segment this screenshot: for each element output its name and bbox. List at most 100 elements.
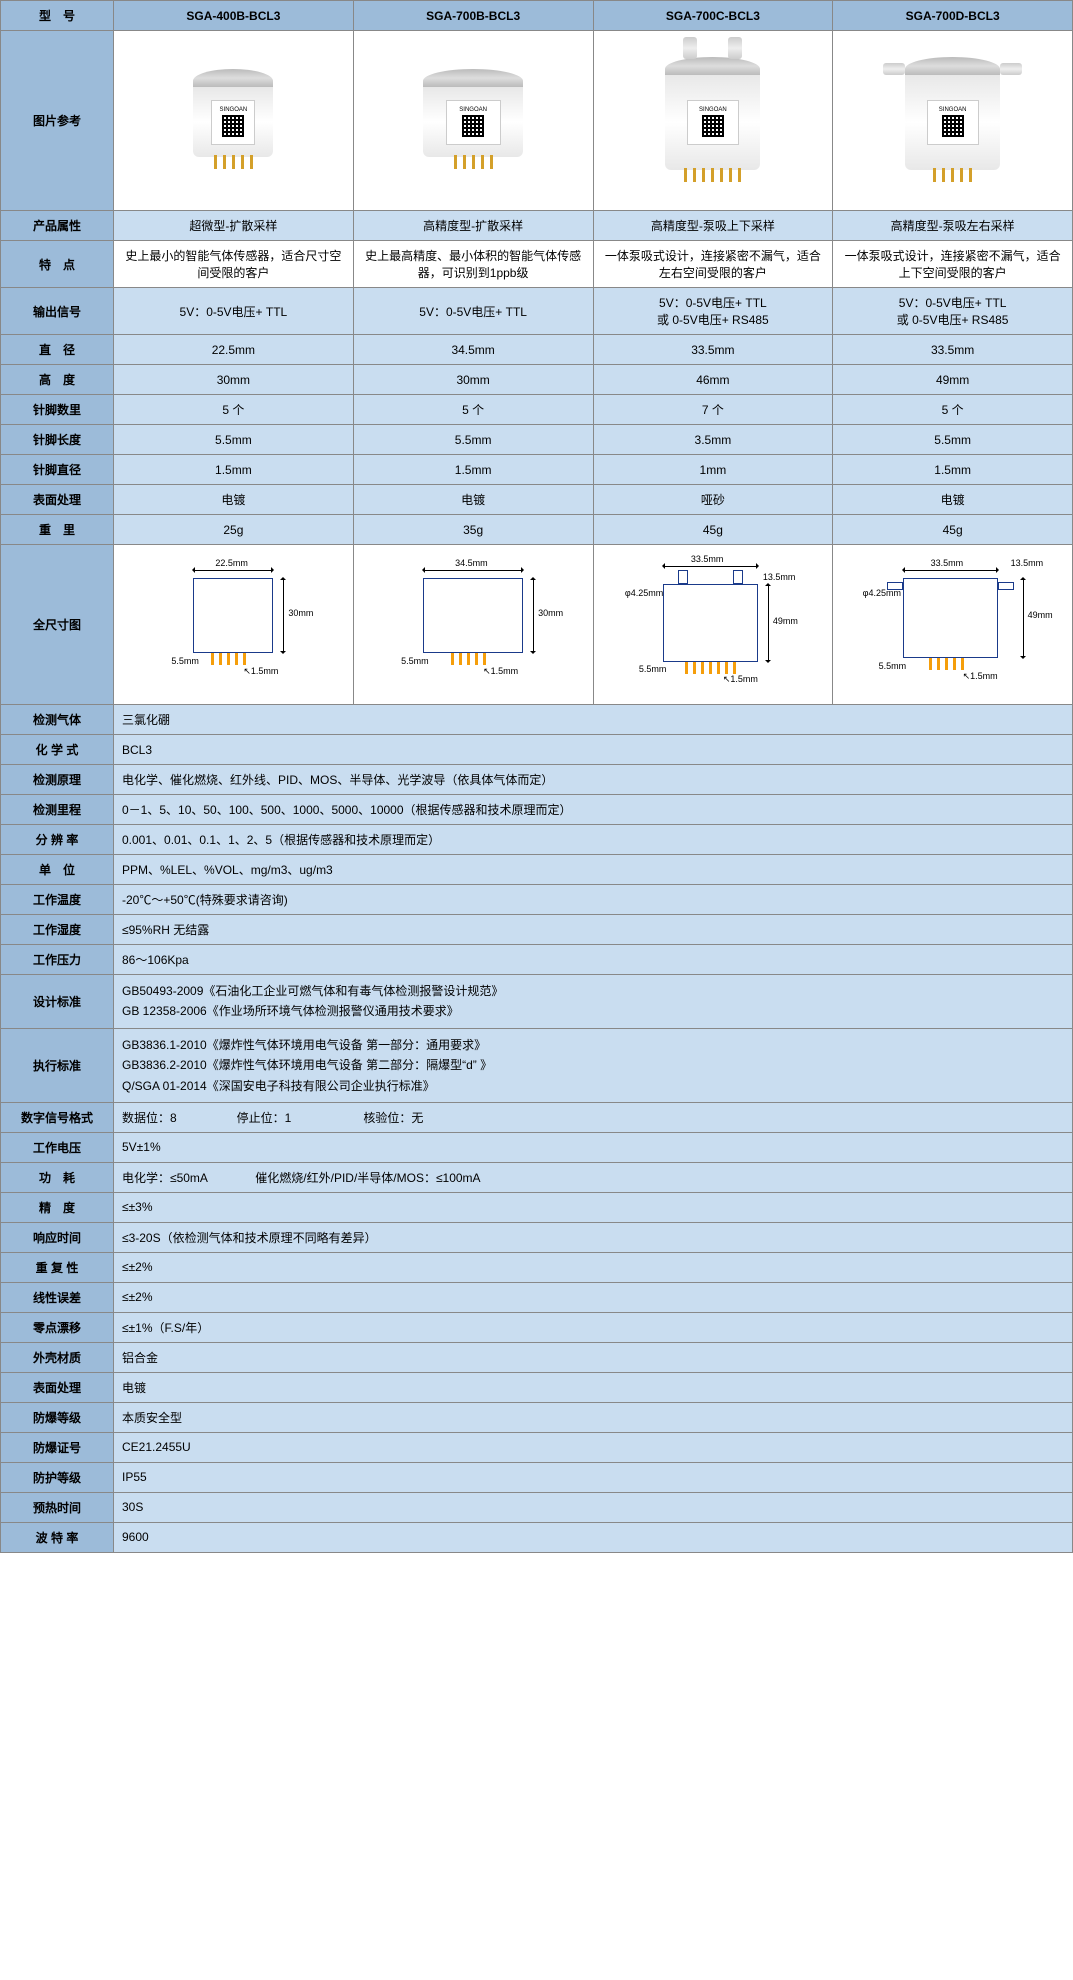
row-label: 高 度 bbox=[1, 365, 114, 395]
cell: 电化学、催化燃烧、红外线、PID、MOS、半导体、光学波导（依具体气体而定） bbox=[114, 765, 1073, 795]
cell: ≤3-20S（依检测气体和技术原理不同略有差异） bbox=[114, 1222, 1073, 1252]
product-image-1: SINGOAN bbox=[353, 31, 593, 211]
cell: 史上最高精度、最小体积的智能气体传感器，可识别到1ppb级 bbox=[353, 241, 593, 288]
cell: 哑砂 bbox=[593, 485, 833, 515]
cell: 5V±1% bbox=[114, 1132, 1073, 1162]
row-label: 表面处理 bbox=[1, 485, 114, 515]
cell: 3.5mm bbox=[593, 425, 833, 455]
cell: 高精度型-泵吸上下采样 bbox=[593, 211, 833, 241]
cell: BCL3 bbox=[114, 735, 1073, 765]
cell: 5 个 bbox=[353, 395, 593, 425]
row-label: 工作湿度 bbox=[1, 915, 114, 945]
cell: 数据位：8 停止位：1 核验位：无 bbox=[114, 1102, 1073, 1132]
row-label: 输出信号 bbox=[1, 288, 114, 335]
row-label: 线性误差 bbox=[1, 1282, 114, 1312]
row-label: 工作压力 bbox=[1, 945, 114, 975]
cell: CE21.2455U bbox=[114, 1432, 1073, 1462]
row-label: 防护等级 bbox=[1, 1462, 114, 1492]
row-label: 工作温度 bbox=[1, 885, 114, 915]
row-label-image: 图片参考 bbox=[1, 31, 114, 211]
cell: ≤±2% bbox=[114, 1282, 1073, 1312]
cell: 49mm bbox=[833, 365, 1073, 395]
row-label-model: 型 号 bbox=[1, 1, 114, 31]
cell: 1.5mm bbox=[114, 455, 354, 485]
cell: 45g bbox=[593, 515, 833, 545]
model-1: SGA-700B-BCL3 bbox=[353, 1, 593, 31]
product-image-3: SINGOAN bbox=[833, 31, 1073, 211]
row-label: 特 点 bbox=[1, 241, 114, 288]
cell: -20℃～+50℃(特殊要求请咨询) bbox=[114, 885, 1073, 915]
row-label: 针脚数里 bbox=[1, 395, 114, 425]
cell: GB50493-2009《石油化工企业可燃气体和有毒气体检测报警设计规范》GB … bbox=[114, 975, 1073, 1029]
cell: 22.5mm bbox=[114, 335, 354, 365]
row-label: 防爆证号 bbox=[1, 1432, 114, 1462]
cell: 超微型-扩散采样 bbox=[114, 211, 354, 241]
cell: 电镀 bbox=[114, 1372, 1073, 1402]
model-0: SGA-400B-BCL3 bbox=[114, 1, 354, 31]
row-label: 预热时间 bbox=[1, 1492, 114, 1522]
row-label: 针脚直径 bbox=[1, 455, 114, 485]
cell: GB3836.1-2010《爆炸性气体环境用电气设备 第一部分：通用要求》GB3… bbox=[114, 1028, 1073, 1102]
cell: ≤±3% bbox=[114, 1192, 1073, 1222]
row-label: 分 辨 率 bbox=[1, 825, 114, 855]
cell: 电镀 bbox=[114, 485, 354, 515]
cell: 35g bbox=[353, 515, 593, 545]
cell: 0.001、0.01、0.1、1、2、5（根据传感器和技术原理而定） bbox=[114, 825, 1073, 855]
cell: 5V：0-5V电压+ TTL bbox=[353, 288, 593, 335]
cell: 30mm bbox=[114, 365, 354, 395]
row-label-dim: 全尺寸图 bbox=[1, 545, 114, 705]
cell: 45g bbox=[833, 515, 1073, 545]
dimension-diagram-2: 33.5mm 13.5mm φ4.25mm 49mm 5.5mm ↖1.5mm bbox=[593, 545, 833, 705]
cell: 5.5mm bbox=[353, 425, 593, 455]
cell: 1mm bbox=[593, 455, 833, 485]
row-label: 重 里 bbox=[1, 515, 114, 545]
row-label: 功 耗 bbox=[1, 1162, 114, 1192]
cell: 5V：0-5V电压+ TTL或 0-5V电压+ RS485 bbox=[593, 288, 833, 335]
row-label: 针脚长度 bbox=[1, 425, 114, 455]
cell: 86～106Kpa bbox=[114, 945, 1073, 975]
cell: 一体泵吸式设计，连接紧密不漏气，适合左右空间受限的客户 bbox=[593, 241, 833, 288]
row-label: 零点漂移 bbox=[1, 1312, 114, 1342]
cell: 25g bbox=[114, 515, 354, 545]
row-label: 外壳材质 bbox=[1, 1342, 114, 1372]
cell: 30S bbox=[114, 1492, 1073, 1522]
cell: 5.5mm bbox=[114, 425, 354, 455]
row-label: 执行标准 bbox=[1, 1028, 114, 1102]
row-label: 检测里程 bbox=[1, 795, 114, 825]
cell: 0－1、5、10、50、100、500、1000、5000、10000（根据传感… bbox=[114, 795, 1073, 825]
cell: 1.5mm bbox=[833, 455, 1073, 485]
cell: 一体泵吸式设计，连接紧密不漏气，适合上下空间受限的客户 bbox=[833, 241, 1073, 288]
cell: 33.5mm bbox=[833, 335, 1073, 365]
spec-table: 型 号 SGA-400B-BCL3 SGA-700B-BCL3 SGA-700C… bbox=[0, 0, 1073, 1553]
cell: 电镀 bbox=[353, 485, 593, 515]
cell: 46mm bbox=[593, 365, 833, 395]
row-label: 直 径 bbox=[1, 335, 114, 365]
dimension-diagram-0: 22.5mm 30mm 5.5mm ↖1.5mm bbox=[114, 545, 354, 705]
cell: 7 个 bbox=[593, 395, 833, 425]
cell: 电镀 bbox=[833, 485, 1073, 515]
cell: 5V：0-5V电压+ TTL或 0-5V电压+ RS485 bbox=[833, 288, 1073, 335]
row-label: 表面处理 bbox=[1, 1372, 114, 1402]
row-label: 检测原理 bbox=[1, 765, 114, 795]
cell: 30mm bbox=[353, 365, 593, 395]
cell: 三氯化硼 bbox=[114, 705, 1073, 735]
dimension-diagram-1: 34.5mm 30mm 5.5mm ↖1.5mm bbox=[353, 545, 593, 705]
row-label: 检测气体 bbox=[1, 705, 114, 735]
row-label: 精 度 bbox=[1, 1192, 114, 1222]
cell: 9600 bbox=[114, 1522, 1073, 1552]
product-image-0: SINGOAN bbox=[114, 31, 354, 211]
cell: 高精度型-扩散采样 bbox=[353, 211, 593, 241]
cell: IP55 bbox=[114, 1462, 1073, 1492]
product-image-2: SINGOAN bbox=[593, 31, 833, 211]
cell: ≤±2% bbox=[114, 1252, 1073, 1282]
cell: 5 个 bbox=[114, 395, 354, 425]
cell: 34.5mm bbox=[353, 335, 593, 365]
cell: 史上最小的智能气体传感器，适合尺寸空间受限的客户 bbox=[114, 241, 354, 288]
row-label: 设计标准 bbox=[1, 975, 114, 1029]
row-label: 波 特 率 bbox=[1, 1522, 114, 1552]
row-label: 单 位 bbox=[1, 855, 114, 885]
row-label: 化 学 式 bbox=[1, 735, 114, 765]
row-label: 数字信号格式 bbox=[1, 1102, 114, 1132]
cell: 5V：0-5V电压+ TTL bbox=[114, 288, 354, 335]
cell: 33.5mm bbox=[593, 335, 833, 365]
